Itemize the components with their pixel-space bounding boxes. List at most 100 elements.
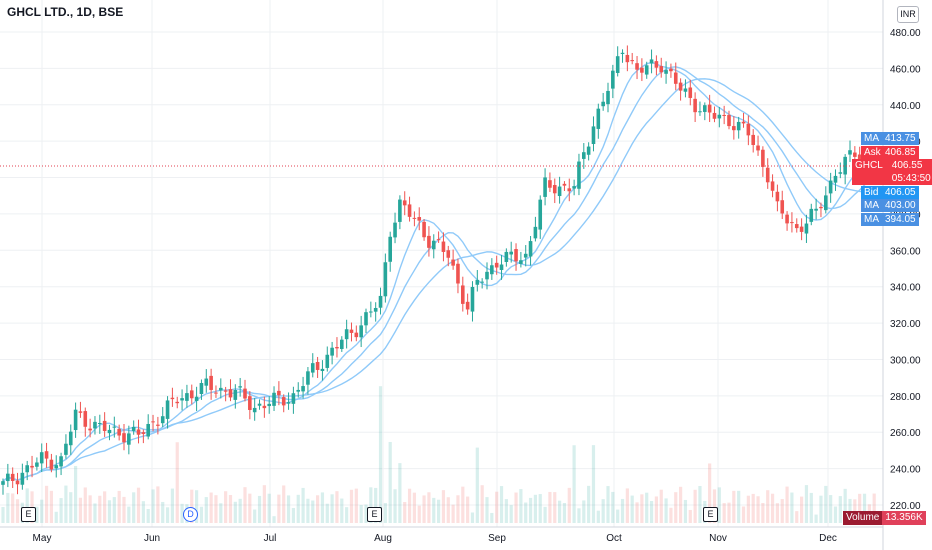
candle-body [707, 104, 712, 113]
volume-bar [645, 492, 649, 523]
candle-body [369, 311, 373, 313]
volume-bar [538, 494, 542, 523]
time-axis[interactable]: May Jun Jul Aug Sep Oct Nov Dec [33, 533, 837, 544]
candle-body [427, 235, 431, 248]
candle-body [664, 70, 668, 74]
volume-bar [451, 504, 455, 523]
price-tick-label: 440.00 [890, 101, 921, 112]
candle-body [533, 226, 538, 239]
volume-bar [862, 493, 867, 523]
dividend-event-marker[interactable]: D [183, 507, 198, 522]
candle-body [644, 65, 649, 75]
candle-body [853, 152, 857, 157]
candle-body [630, 60, 634, 62]
bid-tag-value: 406.05 [882, 186, 919, 199]
candle-body [659, 66, 664, 73]
volume-bar [330, 494, 334, 523]
volume-bar [659, 489, 663, 523]
candle-body [320, 368, 325, 372]
volume-bar [83, 487, 87, 523]
price-tick-label: 220.00 [890, 501, 921, 512]
volume-bar [640, 494, 644, 523]
volume-bar [466, 496, 470, 523]
volume-bar [800, 496, 804, 523]
grid-lines [0, 0, 883, 527]
volume-bar [814, 514, 818, 523]
ma-tag-value: 394.05 [882, 213, 919, 226]
candle-body [494, 262, 499, 268]
volume-bar [524, 502, 528, 523]
candle-body [306, 371, 310, 385]
candle-body [504, 251, 509, 262]
candle-body [83, 411, 88, 427]
candle-body [465, 301, 470, 310]
earnings-event-marker[interactable]: E [367, 507, 382, 522]
volume-bar [345, 507, 349, 523]
candle-body [582, 152, 586, 159]
candle-body [25, 465, 29, 473]
candle-body [611, 70, 615, 89]
volume-bar [180, 503, 184, 523]
candle-body [461, 285, 465, 304]
candle-body [238, 386, 242, 388]
candle-body [790, 222, 794, 224]
ma-tag-2: MA 403.00 [861, 199, 919, 212]
volume-bar [843, 488, 847, 523]
candle-body [272, 392, 276, 406]
candle-body [615, 56, 620, 73]
candle-body [180, 398, 184, 401]
currency-button[interactable]: INR [897, 6, 919, 23]
volume-bar [620, 498, 625, 523]
volume-bar [257, 495, 262, 523]
candle-body [291, 393, 296, 404]
candle-body [243, 388, 247, 399]
volume-bar [253, 509, 257, 523]
volume-bar [224, 491, 228, 523]
volume-bar [751, 493, 755, 523]
price-axis[interactable]: 480.00460.00440.00420.00400.00380.00360.… [890, 28, 921, 512]
volume-bar [296, 494, 300, 523]
candle-body [199, 382, 204, 395]
volume-bar [456, 495, 460, 523]
earnings-event-marker[interactable]: E [703, 507, 718, 522]
candle-body [770, 181, 775, 191]
volume-bar [712, 489, 717, 523]
candle-body [843, 156, 847, 175]
volume-bar [625, 488, 629, 523]
candle-body [112, 426, 117, 428]
candle-body [509, 251, 513, 255]
bid-tag-label: Bid [861, 186, 882, 199]
month-tick-label: Sep [488, 533, 506, 544]
candle-body [1, 481, 5, 485]
candle-body [417, 217, 422, 221]
candle-body [654, 61, 659, 68]
ma-tag-label: MA [861, 199, 882, 212]
price-tick-label: 240.00 [890, 465, 921, 476]
volume-bar [858, 493, 862, 523]
candle-body [669, 68, 673, 72]
earnings-event-marker[interactable]: E [21, 507, 36, 522]
volume-bar [282, 485, 286, 523]
candle-body [601, 101, 605, 107]
volume-bar [606, 486, 610, 523]
candle-body [127, 433, 131, 445]
candle-body [833, 175, 838, 183]
candle-body [446, 250, 451, 258]
volume-bar [40, 499, 44, 523]
candle-body [383, 262, 388, 297]
candle-body [625, 54, 630, 63]
candle-body [577, 161, 581, 189]
volume-bar [509, 505, 513, 523]
symbol-title[interactable]: GHCL LTD., 1D, BSE [7, 5, 124, 19]
candle-body [620, 52, 625, 54]
volume-bar [761, 503, 765, 523]
ma-tag-label: MA [861, 213, 882, 226]
candle-body [412, 217, 417, 219]
volume-bar [649, 500, 654, 523]
candle-body [809, 208, 814, 222]
volume-bar [286, 495, 291, 523]
volume-bar [848, 498, 852, 523]
candle-body [204, 378, 209, 386]
volume-bar [422, 495, 426, 523]
